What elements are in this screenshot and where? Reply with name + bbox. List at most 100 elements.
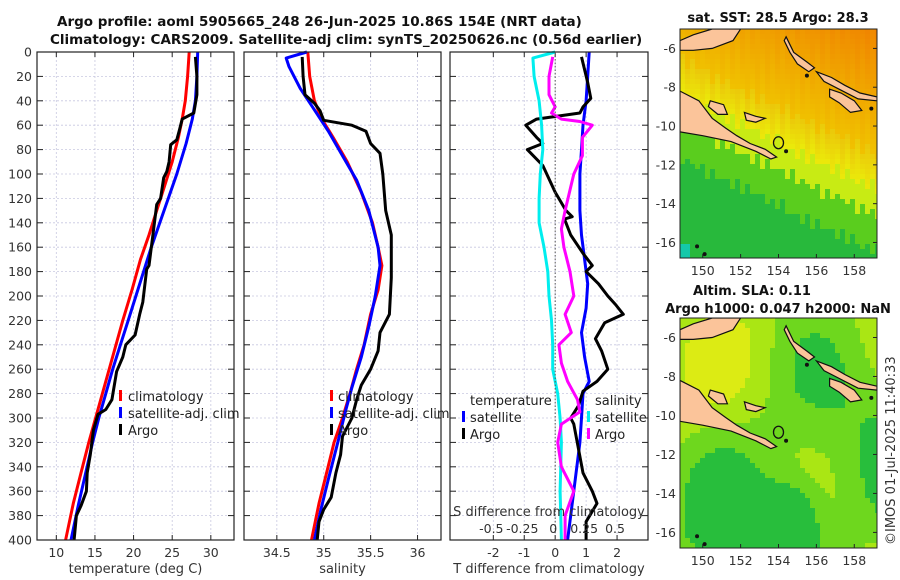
y-tick-label: 20 xyxy=(16,69,32,84)
sla-map-title: Altim. SLA: 0.11 xyxy=(693,284,811,299)
legend-swatch xyxy=(119,390,122,401)
y-tick-label: -10 xyxy=(656,408,676,423)
x-tick-label: 20 xyxy=(126,545,142,560)
x2-tick-label: 0 xyxy=(549,521,557,536)
land-polygon xyxy=(680,379,778,450)
legend-swatch xyxy=(119,407,122,418)
x-axis-label: temperature (deg C) xyxy=(69,562,203,577)
legend-title-salinity: salinity xyxy=(595,394,642,409)
x-tick-label: 30 xyxy=(203,545,219,560)
y-tick-label: -8 xyxy=(664,80,677,95)
series-line-satellite-adj-clim xyxy=(284,50,382,541)
argo-float-marker xyxy=(772,425,785,439)
profile-panel-differences: -2 -1 0 1 2 T difference from climatology temp… xyxy=(449,50,649,577)
land-polygon xyxy=(680,29,742,51)
y-tick-label: -6 xyxy=(664,41,677,56)
legend-swatch xyxy=(587,411,590,422)
island-dot xyxy=(804,362,809,367)
series-line-temperature-satellite xyxy=(566,51,591,541)
x2-tick-label: 0.25 xyxy=(570,521,598,536)
land-polygon xyxy=(828,377,863,403)
x-axis-label: T difference from climatology xyxy=(452,562,645,577)
x-tick-label: 150 xyxy=(691,553,715,568)
figure-title-line1: Argo profile: aoml 5905665_248 26-Jun-20… xyxy=(57,14,582,30)
legend-label: satellite xyxy=(595,411,647,426)
copyright-text: ©IMOS 01-Jul-2025 11:40:33 xyxy=(884,356,899,545)
y-tick-label: 80 xyxy=(16,142,32,157)
y-tick-label: -6 xyxy=(664,330,677,345)
series-line-temperature-argo xyxy=(524,56,625,540)
profile-panel-temperature: 10 15 20 25 30020406080100120140160180200220… xyxy=(8,45,239,578)
y-tick-label: -8 xyxy=(664,369,677,384)
land-polygon xyxy=(828,88,863,114)
plot-frame xyxy=(449,51,649,541)
series-line-salinity-argo xyxy=(547,56,594,540)
land-polygon xyxy=(680,90,778,160)
y-tick-label: 100 xyxy=(8,167,32,182)
y-tick-label: 400 xyxy=(8,533,32,548)
x-tick-label: 10 xyxy=(48,545,64,560)
map-field xyxy=(680,29,877,258)
y-tick-label: 300 xyxy=(8,411,32,426)
x-tick-label: 15 xyxy=(87,545,103,560)
y-tick-label: -16 xyxy=(656,525,676,540)
series-line-salinity-satellite xyxy=(531,50,563,541)
island-dot xyxy=(702,252,707,257)
x-tick-label: 158 xyxy=(842,263,866,278)
map-field xyxy=(680,318,877,548)
legend-swatch xyxy=(330,424,333,435)
x-axis-label: salinity xyxy=(319,562,366,577)
land-polygon xyxy=(680,318,742,340)
land-polygon xyxy=(783,35,816,73)
land-polygon xyxy=(707,389,729,405)
x-tick-label: 154 xyxy=(767,263,791,278)
island-dot xyxy=(784,438,789,443)
legend-swatch xyxy=(587,428,590,439)
y-tick-label: 60 xyxy=(16,118,32,133)
x-tick-label: 156 xyxy=(804,553,828,568)
x-tick-label: 152 xyxy=(729,263,753,278)
y-tick-label: 120 xyxy=(8,191,32,206)
y-tick-label: 260 xyxy=(8,362,32,377)
plot-frame xyxy=(243,51,442,541)
island-dot xyxy=(784,149,789,154)
legend-swatch xyxy=(330,390,333,401)
x-tick-label: 34.5 xyxy=(263,545,291,560)
sst-map-title: sat. SST: 28.5 Argo: 28.3 xyxy=(687,11,868,26)
plot-frame xyxy=(36,51,235,541)
y-tick-label: 180 xyxy=(8,264,32,279)
land-polygon xyxy=(707,100,729,116)
x2-tick-label: 0.5 xyxy=(605,521,625,536)
legend-swatch xyxy=(119,424,122,435)
x2-axis-label: S difference from climatology xyxy=(453,505,645,520)
y-tick-label: 140 xyxy=(8,215,32,230)
x-tick-label: 156 xyxy=(804,263,828,278)
y-tick-label: -12 xyxy=(656,447,676,462)
legend-label: climatology xyxy=(338,390,414,405)
island-dot xyxy=(804,73,809,78)
profile-panel-salinity: 34.5 35 35.5 36 salinity climatology satellite… xyxy=(243,50,450,577)
island-dot xyxy=(869,395,874,400)
sla-map-subtitle: Argo h1000: 0.047 h2000: NaN xyxy=(665,302,891,317)
y-tick-label: 40 xyxy=(16,93,32,108)
legend-label: satellite-adj. clim xyxy=(338,407,450,422)
x-tick-label: 25 xyxy=(164,545,180,560)
x-tick-label: 36 xyxy=(410,545,426,560)
y-tick-label: 160 xyxy=(8,240,32,255)
island-dot xyxy=(695,244,700,249)
x-tick-label: 35 xyxy=(316,545,332,560)
y-tick-label: 380 xyxy=(8,508,32,523)
y-tick-label: 240 xyxy=(8,337,32,352)
figure-title-line2: Climatology: CARS2009. Satellite-adj cli… xyxy=(50,32,643,48)
y-tick-label: -10 xyxy=(656,119,676,134)
y-tick-label: -16 xyxy=(656,235,676,250)
land-polygon xyxy=(814,359,877,391)
legend-label: satellite-adj. clim xyxy=(128,407,240,422)
legend-title-temperature: temperature xyxy=(470,394,552,409)
x-tick-label: 2 xyxy=(613,545,621,560)
legend-label: Argo xyxy=(470,428,500,443)
argo-float-marker xyxy=(772,136,785,150)
legend-label: Argo xyxy=(338,424,368,439)
land-polygon xyxy=(743,111,768,123)
